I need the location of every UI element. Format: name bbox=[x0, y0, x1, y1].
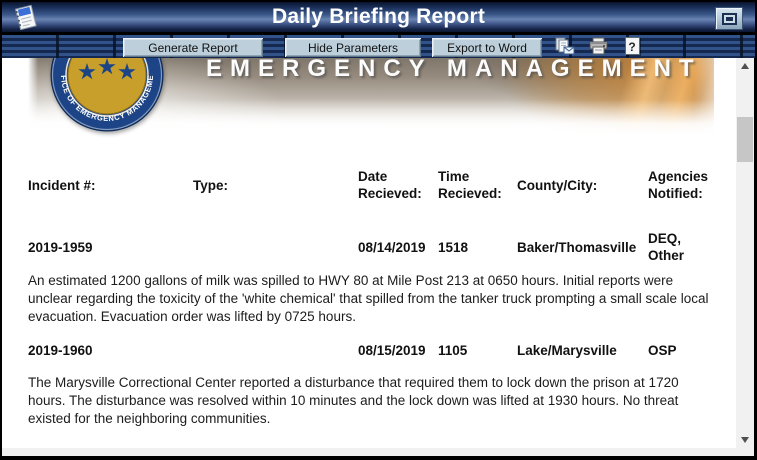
incident-description: The Marysville Correctional Center repor… bbox=[28, 375, 679, 426]
vertical-scrollbar[interactable] bbox=[736, 58, 754, 448]
maximize-icon bbox=[721, 12, 737, 25]
window-title: Daily Briefing Report bbox=[271, 5, 486, 28]
export-preview-icon[interactable] bbox=[553, 37, 575, 56]
incident-description: An estimated 1200 gallons of milk was sp… bbox=[28, 273, 709, 324]
col-header-county: County/City: bbox=[517, 177, 598, 193]
cell-agencies-notified: OSP bbox=[648, 343, 677, 358]
table-row: 2019-1959 08/14/2019 1518 Baker/Thomasvi… bbox=[28, 230, 716, 264]
maximize-button[interactable] bbox=[715, 7, 743, 30]
cell-time-received: 1518 bbox=[438, 239, 469, 255]
horizontal-scrollbar[interactable] bbox=[2, 448, 754, 456]
cell-incident-number: 2019-1959 bbox=[28, 239, 93, 255]
titlebar: Daily Briefing Report bbox=[2, 2, 755, 32]
table-row: 2019-1960 08/15/2019 1105 Lake/Marysvill… bbox=[28, 342, 716, 359]
col-header-incident: Incident #: bbox=[28, 177, 96, 193]
col-header-date: Date Recieved: bbox=[358, 169, 422, 202]
emergency-management-seal: OFFICE OF EMERGENCY MANAGEMENT bbox=[50, 58, 164, 132]
table-header-row: Incident #: Type: Date Recieved: Time Re… bbox=[28, 168, 716, 202]
cell-agencies-notified: DEQ, Other bbox=[648, 231, 685, 264]
col-header-agencies: Agencies Notified: bbox=[648, 169, 709, 202]
toolbar: Generate Report Hide Parameters Export t… bbox=[2, 35, 755, 58]
cell-county-city: Lake/Marysville bbox=[517, 343, 617, 358]
help-icon[interactable]: ? bbox=[621, 37, 643, 56]
export-to-word-button[interactable]: Export to Word bbox=[432, 38, 542, 57]
notepad-icon[interactable] bbox=[9, 1, 43, 35]
print-icon[interactable] bbox=[587, 37, 609, 56]
scrollbar-thumb[interactable] bbox=[737, 117, 753, 162]
scroll-up-button[interactable] bbox=[736, 58, 754, 74]
col-header-time: Time Recieved: bbox=[438, 169, 502, 202]
question-mark-glyph: ? bbox=[628, 40, 636, 54]
triangle-up-icon bbox=[741, 63, 749, 69]
banner: OFFICE OF EMERGENCY MANAGEMENT EMERGENCY… bbox=[28, 58, 714, 138]
cell-incident-number: 2019-1960 bbox=[28, 343, 93, 358]
report-content: OFFICE OF EMERGENCY MANAGEMENT EMERGENCY… bbox=[2, 58, 736, 448]
cell-time-received: 1105 bbox=[438, 343, 468, 358]
hide-parameters-button[interactable]: Hide Parameters bbox=[285, 38, 421, 57]
cell-date-received: 08/14/2019 bbox=[358, 239, 426, 255]
generate-report-button[interactable]: Generate Report bbox=[123, 38, 263, 57]
banner-heading: EMERGENCY MANAGEMENT bbox=[206, 58, 702, 82]
cell-county-city: Baker/Thomasville bbox=[517, 239, 637, 255]
cell-date-received: 08/15/2019 bbox=[358, 343, 426, 358]
scroll-down-button[interactable] bbox=[736, 432, 754, 448]
help-page-shape: ? bbox=[624, 37, 640, 55]
col-header-type: Type: bbox=[193, 177, 229, 193]
triangle-down-icon bbox=[741, 437, 749, 443]
